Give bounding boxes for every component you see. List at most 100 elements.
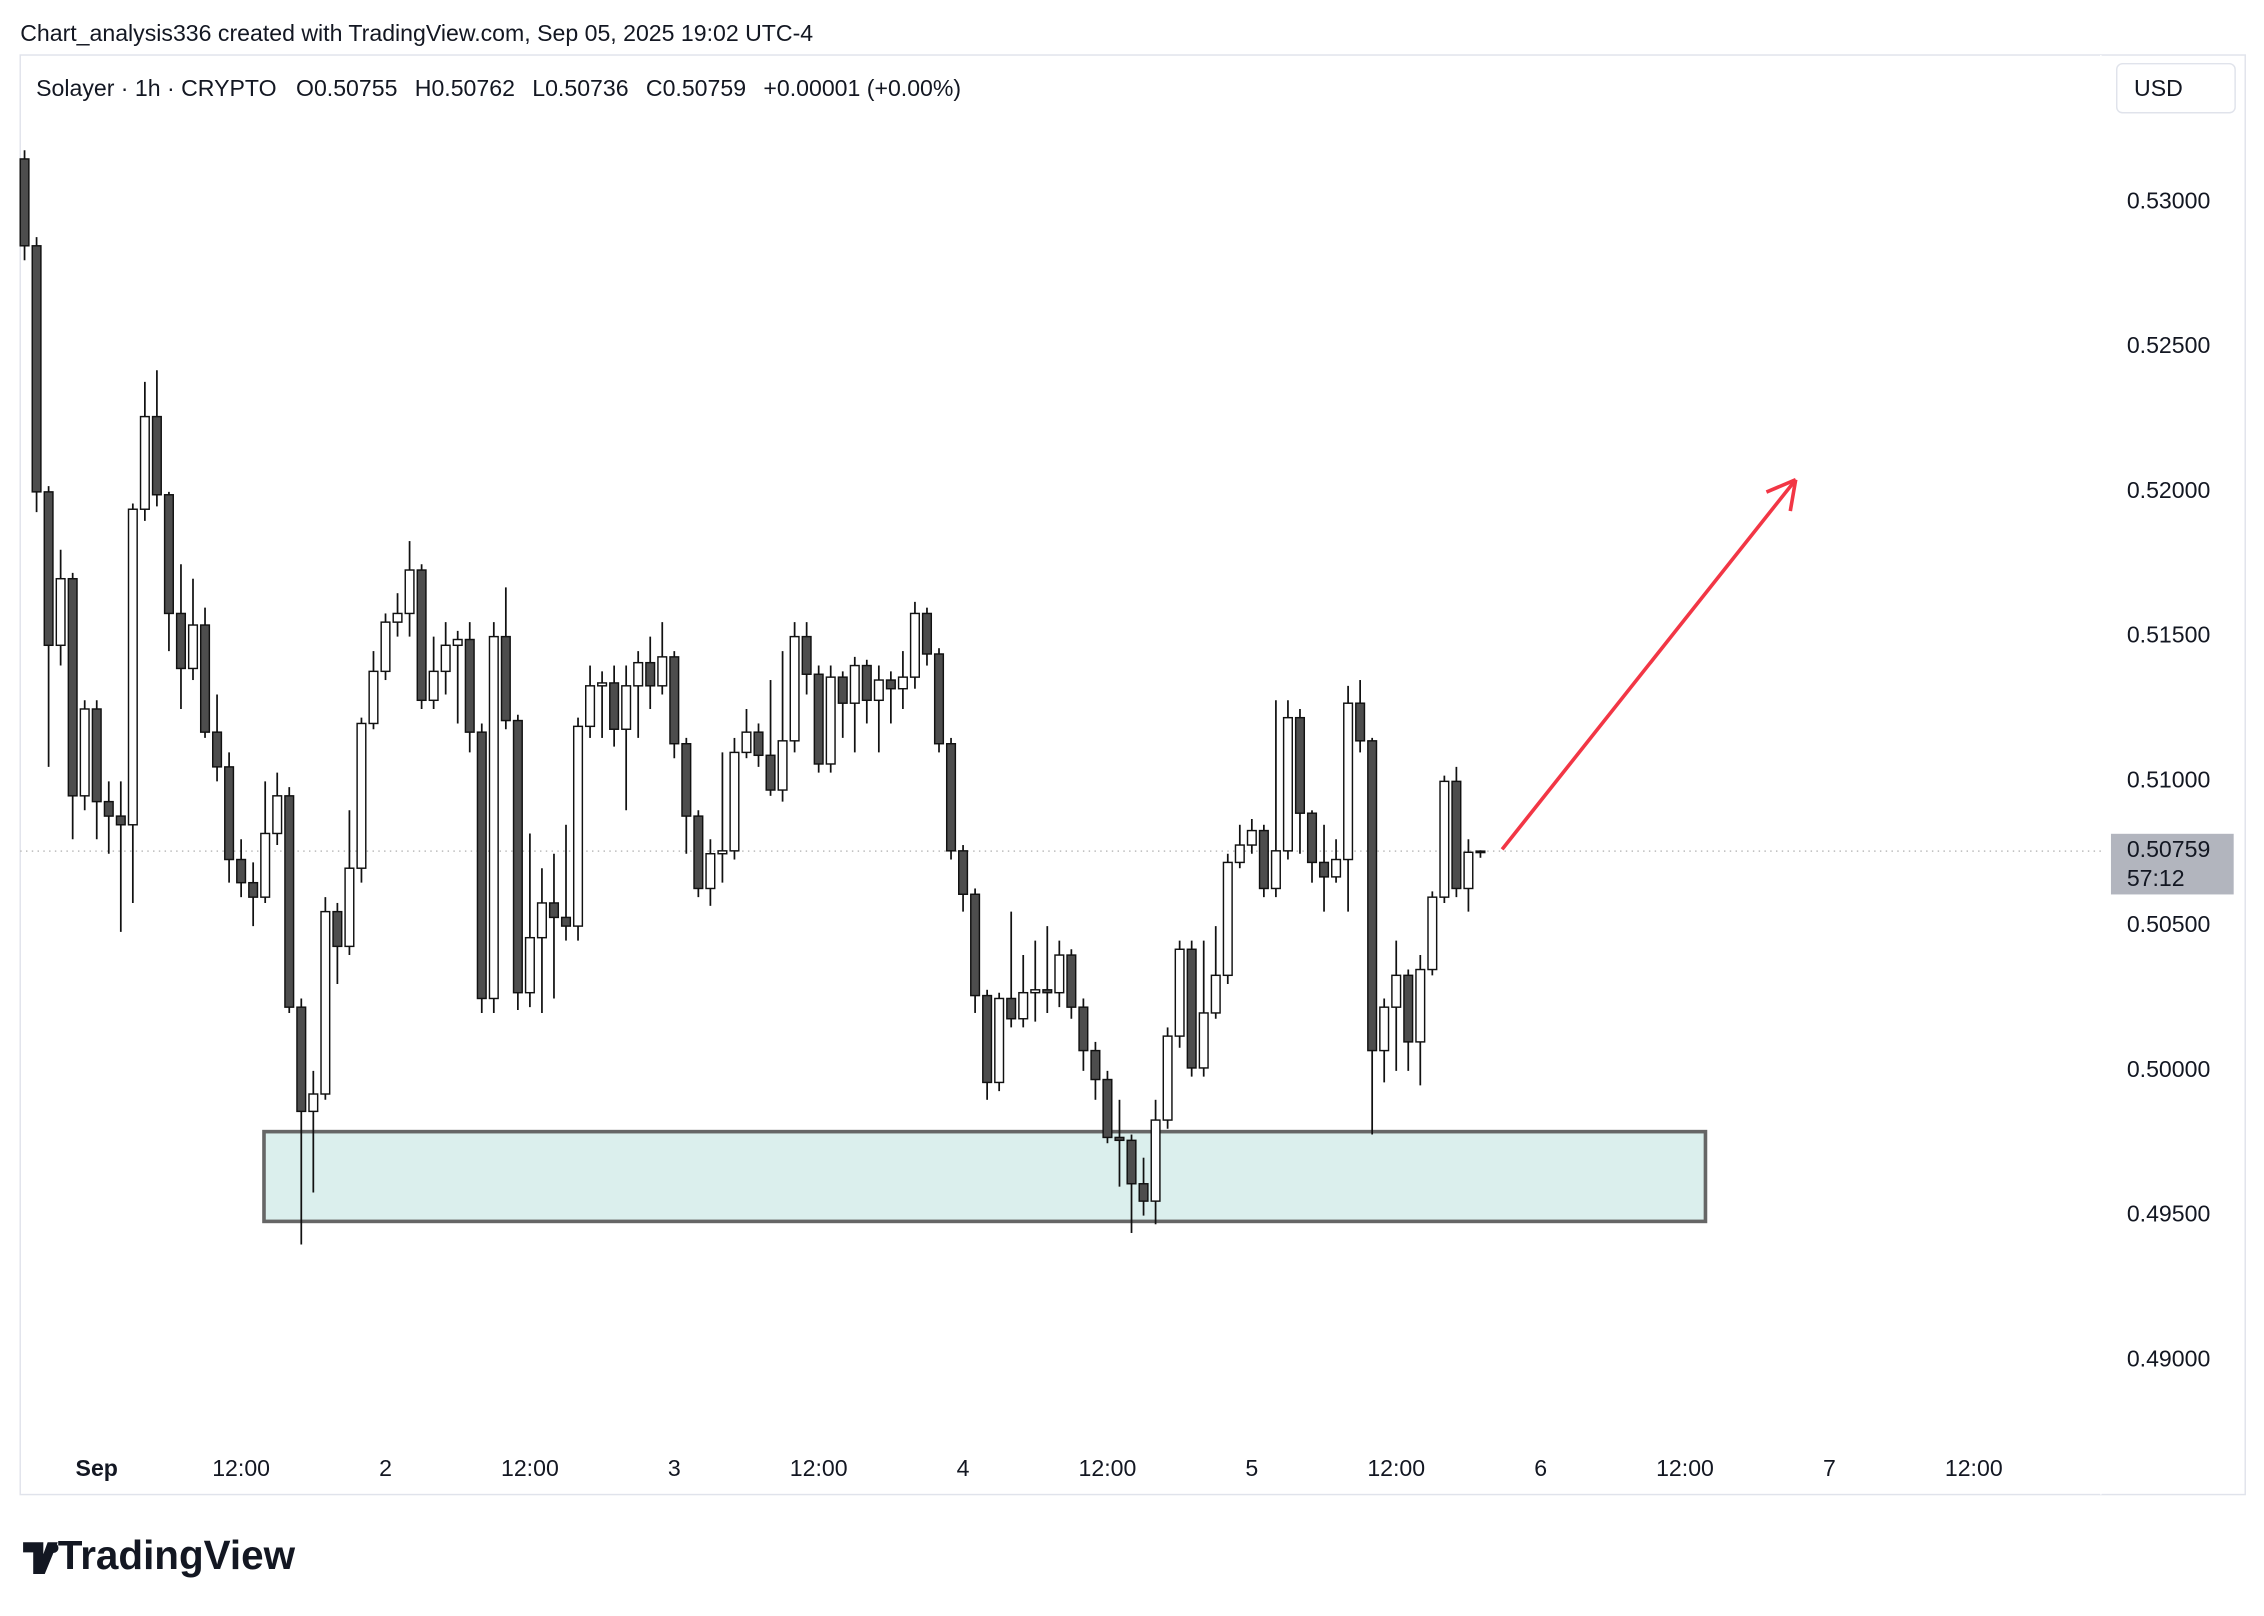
candle-body: [416, 569, 427, 702]
candle-body: [825, 676, 836, 765]
candle-body: [1270, 850, 1281, 890]
y-tick-label: 0.51000: [2127, 766, 2210, 792]
candle-body: [693, 815, 704, 890]
candle-body: [729, 751, 740, 852]
candle-body: [464, 638, 475, 733]
candle-body: [392, 612, 403, 623]
x-tick-label: 2: [379, 1455, 392, 1481]
candle-body: [717, 850, 728, 855]
candle-body: [151, 415, 162, 496]
candle-body: [789, 635, 800, 742]
candle-body: [958, 850, 969, 895]
candle-body: [1210, 974, 1221, 1014]
candle-body: [187, 624, 199, 670]
target-arrow: [1500, 478, 1798, 851]
candle-body: [67, 577, 78, 797]
candle-body: [777, 740, 788, 791]
x-tick-label: 12:00: [790, 1455, 848, 1481]
candle-body: [512, 719, 523, 994]
candle-body: [885, 679, 896, 690]
candle-body: [982, 994, 993, 1084]
candle-body: [572, 725, 584, 927]
candle-body: [55, 577, 66, 647]
y-tick-label: 0.49000: [2127, 1345, 2210, 1371]
candle-body: [1138, 1183, 1149, 1202]
candle-body: [175, 612, 187, 670]
candle-body: [332, 910, 343, 948]
x-tick-label: 12:00: [1079, 1455, 1137, 1481]
candle-body: [452, 638, 463, 647]
candle-body: [1186, 948, 1197, 1069]
candle-body: [1054, 954, 1065, 994]
candle-body: [1246, 829, 1257, 846]
x-tick-label: 12:00: [1367, 1455, 1425, 1481]
attribution: Chart_analysis336 created with TradingVi…: [20, 20, 813, 46]
candle-body: [500, 635, 511, 722]
x-tick-label: 12:00: [212, 1455, 270, 1481]
candle-body: [657, 656, 668, 687]
candle-body: [1391, 974, 1402, 1008]
last-price-label: 0.50759: [2127, 836, 2210, 862]
candle-body: [476, 731, 487, 1000]
candle-body: [1415, 968, 1426, 1043]
candle-body: [861, 664, 872, 702]
candle-body: [813, 673, 824, 765]
candle-body: [19, 158, 30, 247]
ohlc-value: H0.50762: [415, 75, 515, 101]
candle-body: [1150, 1119, 1161, 1202]
arrow-head: [1788, 479, 1798, 512]
candle-body: [801, 635, 812, 675]
candle-body: [921, 612, 933, 655]
arrow-head: [1765, 478, 1797, 494]
ohlc-value: O0.50755: [296, 75, 397, 101]
candle-body: [1282, 716, 1293, 852]
currency-label: USD: [2134, 75, 2183, 101]
y-tick-label: 0.52500: [2127, 332, 2210, 358]
candle-body: [633, 661, 644, 687]
x-tick-label: 6: [1534, 1455, 1547, 1481]
countdown-label: 57:12: [2127, 865, 2185, 891]
candle-body: [127, 508, 138, 826]
candle-body: [765, 754, 776, 791]
candle-body: [260, 832, 271, 898]
candle-body: [1306, 812, 1318, 864]
candle-body: [1379, 1006, 1390, 1052]
y-tick-label: 0.49500: [2127, 1201, 2210, 1227]
candle-body: [91, 708, 102, 803]
candle-body: [404, 569, 415, 615]
candle-body: [645, 661, 656, 687]
candle-body: [548, 902, 560, 919]
candle-body: [1174, 948, 1185, 1037]
candle-body: [380, 621, 391, 673]
candle-body: [236, 858, 247, 884]
candle-body: [524, 936, 535, 994]
currency-button[interactable]: [2116, 62, 2236, 114]
candle-body: [103, 800, 114, 817]
x-tick-label: Sep: [76, 1455, 118, 1481]
y-tick-label: 0.52000: [2127, 477, 2210, 503]
candle-body: [79, 708, 90, 797]
candle-body: [1463, 851, 1474, 890]
symbol-label: Solayer · 1h · CRYPTO: [36, 75, 276, 101]
x-tick-label: 5: [1245, 1455, 1258, 1481]
chart-frame: [19, 54, 2246, 1496]
x-tick-label: 12:00: [1656, 1455, 1714, 1481]
x-tick-label: 3: [668, 1455, 681, 1481]
candle-body: [1006, 997, 1017, 1020]
candle-body: [536, 902, 547, 939]
candle-body: [945, 743, 957, 852]
candle-body: [488, 635, 499, 1000]
candle-body: [837, 676, 848, 704]
candle-body: [1403, 974, 1414, 1043]
candle-body: [873, 679, 884, 702]
candle-body: [1030, 989, 1041, 994]
candle-body: [1114, 1136, 1125, 1142]
x-tick-label: 7: [1823, 1455, 1836, 1481]
tv-logo-text: TradingView: [58, 1532, 296, 1578]
ohlc-value: C0.50759: [646, 75, 746, 101]
candle-body: [31, 245, 42, 493]
candle-body: [597, 682, 608, 687]
candle-body: [1439, 780, 1450, 898]
candle-body: [1343, 702, 1354, 861]
